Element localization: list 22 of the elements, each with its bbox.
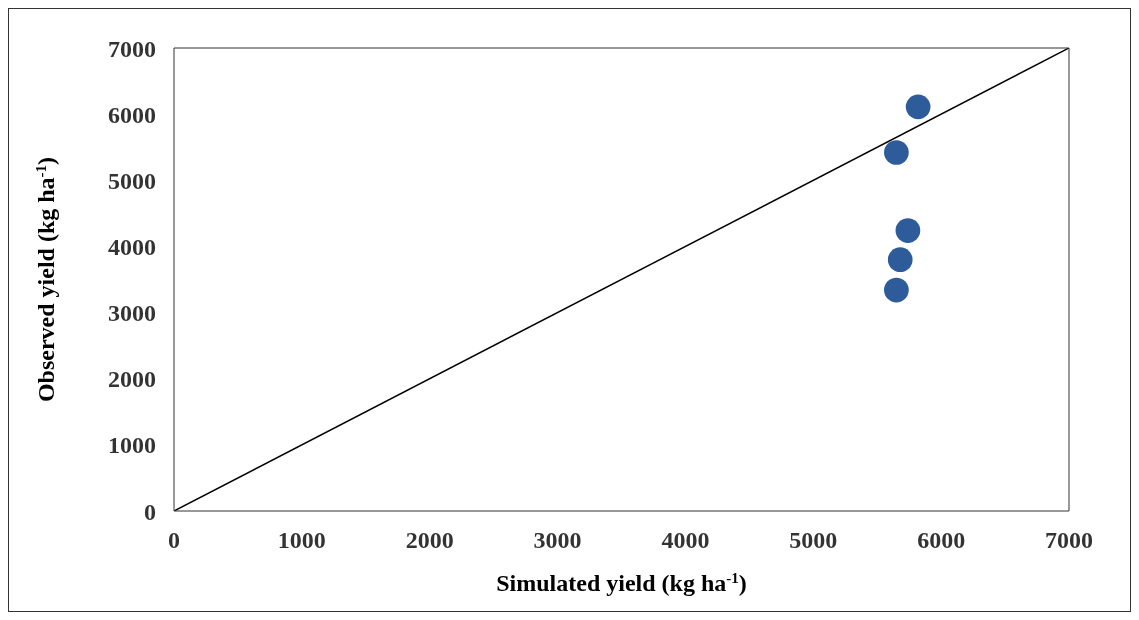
point [884, 277, 909, 303]
point [884, 140, 909, 165]
x-tick-label: 2000 [405, 527, 454, 554]
x-tick-label: 6000 [917, 527, 966, 554]
x-tick-label: 3000 [533, 527, 582, 554]
x-tick-label: 1000 [277, 527, 326, 554]
y-tick-label: 2000 [108, 366, 156, 393]
point [895, 218, 921, 243]
y-tick-label: 4000 [108, 233, 156, 260]
x-tick-label: 4000 [661, 527, 710, 554]
point [905, 94, 931, 120]
y-tick-label: 7000 [108, 35, 156, 62]
x-tick-label: 7000 [1045, 527, 1093, 554]
y-tick-label: 1000 [108, 432, 156, 459]
y-tick-label: 6000 [108, 101, 156, 128]
point [887, 247, 913, 272]
y-tick-label: 3000 [108, 300, 156, 327]
y-tick-label: 0 [144, 498, 156, 525]
y-tick-label: 5000 [108, 167, 156, 194]
x-tick-label: 0 [168, 527, 180, 554]
x-tick-label: 5000 [789, 527, 838, 554]
x-axis-title: Simulated yield (kg ha$^{-1}$) [496, 570, 747, 596]
